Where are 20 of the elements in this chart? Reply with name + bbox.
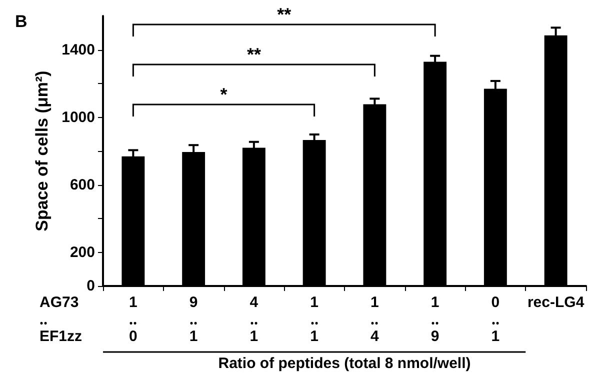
annotation: * xyxy=(220,84,228,104)
y-tick-label: 1000 xyxy=(62,108,95,126)
text: AG73 ‥ EF1zz xyxy=(39,294,82,345)
annotation: ** xyxy=(246,44,261,64)
annotation: ** xyxy=(277,4,292,24)
y-tick-label: 0 xyxy=(86,278,95,294)
y-tick-label: 1400 xyxy=(62,41,95,58)
x-tick-label: 4 ‥ 1 xyxy=(250,294,259,345)
x-tick-label: 0 ‥ 1 xyxy=(491,294,500,345)
x-tick-label: 1 ‥ 1 xyxy=(310,294,318,345)
y-axis-title: Space of cells (μm²) xyxy=(32,70,52,232)
y-tick-label: 600 xyxy=(70,176,95,194)
x-tick-label: 1 ‥ 9 xyxy=(430,294,440,345)
chart-title: B xyxy=(15,12,28,31)
x-tick-label: 1 ‥ 4 xyxy=(370,294,380,345)
x-tick-label: rec-LG4 xyxy=(527,294,585,311)
x-tick-label: 1 ‥ 0 xyxy=(129,294,138,345)
y-tick-label: 200 xyxy=(70,244,95,261)
x-tick-label: 9 ‥ 1 xyxy=(189,294,198,345)
x-axis-title: Ratio of peptides (total 8 nmol/well) xyxy=(218,355,471,372)
